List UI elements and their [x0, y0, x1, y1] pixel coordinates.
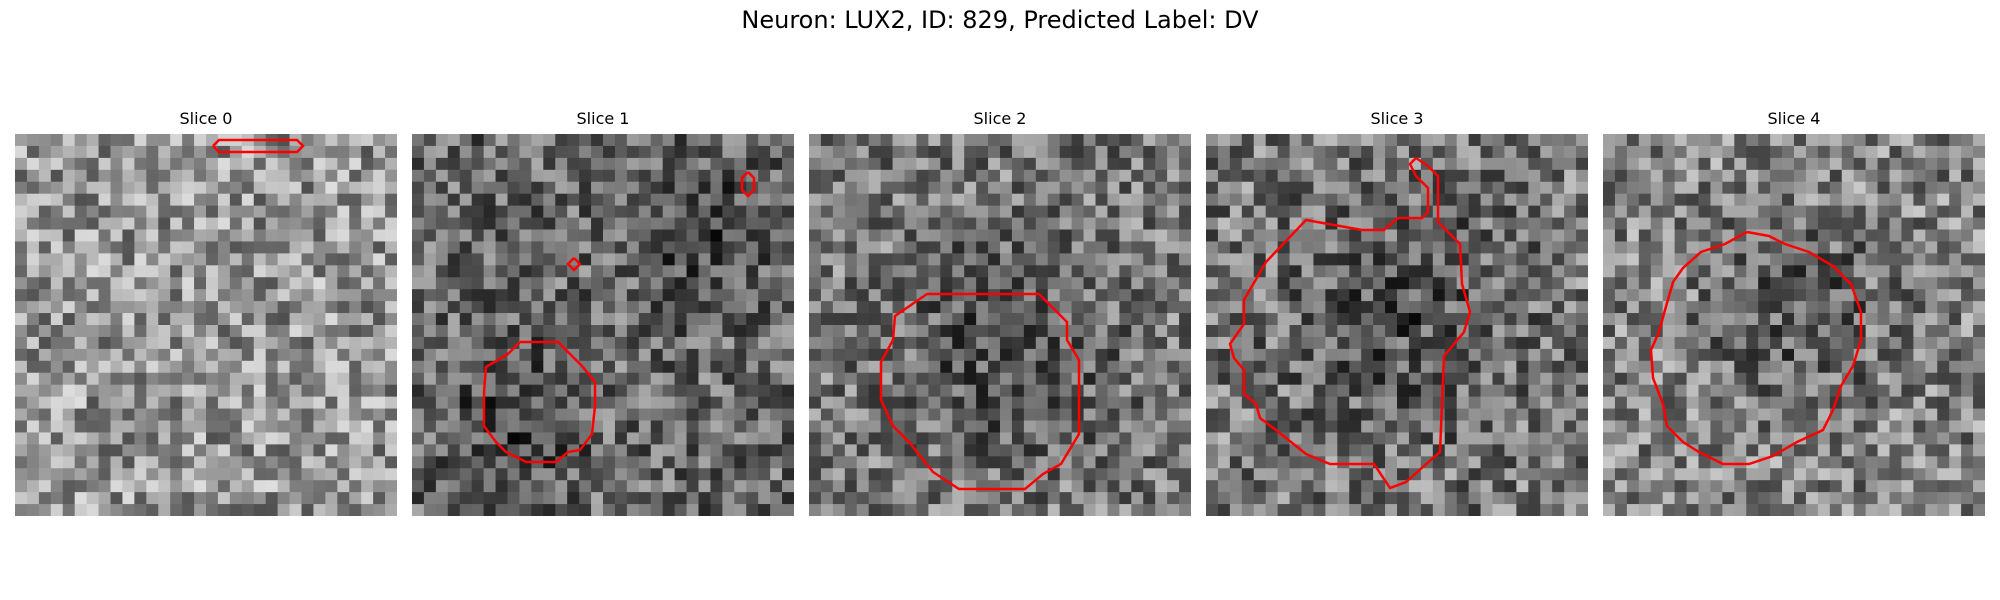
slice-image-2 — [809, 134, 1191, 516]
slice-panel-4: Slice 4 — [1603, 109, 1985, 516]
roi-contour-1b — [566, 257, 582, 272]
roi-contour-4 — [1649, 230, 1863, 466]
slice-image-4 — [1603, 134, 1985, 516]
slice-panel-3: Slice 3 — [1206, 109, 1588, 516]
slice-title-0: Slice 0 — [179, 109, 233, 128]
slice-panel-0: Slice 0 — [15, 109, 397, 516]
slice-title-3: Slice 3 — [1370, 109, 1424, 128]
slice-title-4: Slice 4 — [1767, 109, 1821, 128]
roi-contour-0 — [212, 138, 305, 154]
slice-svg-4 — [1603, 134, 1985, 516]
roi-contour-1 — [482, 340, 597, 464]
roi-contour-1c — [740, 171, 756, 198]
slice-panel-1: Slice 1 — [412, 109, 794, 516]
slice-image-1 — [412, 134, 794, 516]
slice-svg-1 — [412, 134, 794, 516]
roi-contour-2 — [879, 292, 1081, 491]
figure-title: Neuron: LUX2, ID: 829, Predicted Label: … — [741, 6, 1259, 34]
slice-title-1: Slice 1 — [576, 109, 630, 128]
slice-image-3 — [1206, 134, 1588, 516]
slice-svg-3 — [1206, 134, 1588, 516]
slice-image-0 — [15, 134, 397, 516]
slice-svg-0 — [15, 134, 397, 516]
slice-title-2: Slice 2 — [973, 109, 1027, 128]
slice-panel-2: Slice 2 — [809, 109, 1191, 516]
slice-svg-2 — [809, 134, 1191, 516]
roi-contour-3 — [1228, 156, 1472, 490]
